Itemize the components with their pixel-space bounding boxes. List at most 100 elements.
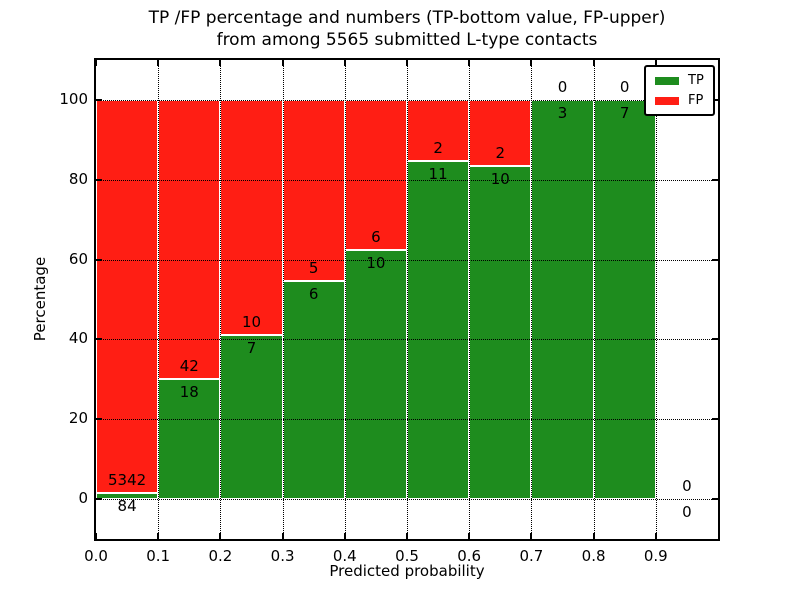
x-tick-label: 0.6 — [457, 547, 482, 565]
gridline-vertical — [158, 60, 160, 539]
annotation-fp-count: 0 — [619, 77, 630, 96]
x-tick-mark — [157, 533, 160, 539]
x-tick-label: 0.5 — [395, 547, 419, 565]
chart-title-line2: from among 5565 submitted L-type contact… — [216, 30, 598, 50]
gridline-vertical — [531, 60, 533, 539]
x-tick-mark — [530, 533, 533, 539]
gridline-vertical — [344, 60, 346, 539]
x-tick-mark — [157, 60, 160, 66]
y-tick-label: 20 — [68, 409, 88, 428]
x-tick-mark — [530, 60, 533, 66]
annotation-tp-count: 6 — [308, 285, 319, 304]
annotation-tp-count: 84 — [117, 496, 137, 515]
x-tick-label: 0.0 — [84, 547, 108, 565]
bar-segment-tp — [531, 99, 594, 500]
bar-segment-fp — [469, 99, 532, 167]
x-tick-mark — [281, 60, 284, 66]
x-tick-label: 0.2 — [208, 547, 233, 565]
y-tick-label: 100 — [59, 89, 88, 108]
x-tick-label: 0.9 — [643, 547, 668, 565]
chart-title-line1: TP /FP percentage and numbers (TP-bottom… — [148, 8, 666, 28]
annotation-tp-count: 10 — [366, 253, 386, 272]
legend-item-fp: FP — [655, 94, 704, 107]
x-tick-label: 0.1 — [146, 547, 171, 565]
annotation-fp-count: 42 — [179, 357, 199, 376]
chart-title: TP /FP percentage and numbers (TP-bottom… — [96, 7, 718, 51]
gridline-vertical — [407, 60, 408, 539]
annotation-fp-count: 0 — [557, 77, 568, 96]
annotation-fp-count: 5342 — [108, 470, 147, 489]
gridline-vertical — [593, 60, 595, 539]
x-tick-mark — [219, 60, 222, 66]
y-tick-mark — [712, 98, 718, 101]
x-tick-mark — [406, 533, 408, 539]
x-tick-mark — [343, 60, 346, 66]
x-tick-label: 0.7 — [519, 547, 544, 565]
x-tick-mark — [654, 533, 657, 539]
gridline-vertical — [469, 60, 471, 539]
y-tick-label: 80 — [68, 169, 88, 188]
y-tick-label: 40 — [68, 329, 88, 348]
annotation-tp-count: 0 — [682, 503, 692, 522]
x-tick-mark — [95, 533, 97, 539]
annotation-fp-count: 10 — [241, 312, 262, 331]
tp-color-swatch — [655, 76, 679, 85]
x-tick-mark — [281, 533, 284, 539]
y-tick-mark — [96, 418, 102, 421]
y-tick-mark — [712, 418, 718, 421]
x-tick-mark — [592, 60, 595, 66]
annotation-tp-count: 11 — [428, 165, 448, 184]
annotation-fp-count: 2 — [495, 144, 506, 163]
x-tick-mark — [468, 533, 471, 539]
y-tick-mark — [96, 498, 102, 501]
legend-item-tp: TP — [655, 74, 704, 87]
x-tick-mark — [654, 60, 657, 66]
y-tick-mark — [712, 498, 718, 501]
x-tick-mark — [95, 60, 97, 66]
annotation-fp-count: 2 — [433, 139, 443, 158]
bar-segment-fp — [220, 99, 283, 335]
fp-color-swatch — [655, 96, 679, 105]
annotation-tp-count: 7 — [246, 338, 257, 357]
bar-segment-tp — [469, 166, 532, 500]
bar-segment-fp — [282, 99, 345, 282]
y-tick-mark — [96, 178, 102, 181]
y-axis-label: Percentage — [31, 256, 49, 342]
x-tick-mark — [343, 533, 346, 539]
fp-legend-label: FP — [688, 93, 704, 108]
y-tick-mark — [712, 258, 718, 261]
y-tick-label: 60 — [68, 249, 88, 268]
legend: TP FP — [644, 65, 715, 116]
bar-segment-tp — [593, 99, 656, 500]
bar-segment-fp — [96, 99, 159, 493]
gridline-vertical — [655, 60, 657, 539]
y-tick-label: 0 — [78, 489, 88, 508]
y-tick-mark — [96, 258, 102, 261]
annotation-tp-count: 18 — [179, 383, 199, 402]
gridline-vertical — [282, 60, 284, 539]
annotation-tp-count: 7 — [619, 103, 630, 122]
bar-segment-tp — [220, 334, 283, 500]
x-tick-mark — [592, 533, 595, 539]
x-axis-label: Predicted probability — [329, 562, 485, 580]
bar-segment-tp — [407, 161, 470, 500]
x-tick-label: 0.8 — [581, 547, 606, 565]
annotation-fp-count: 6 — [371, 227, 381, 246]
y-tick-mark — [712, 178, 718, 181]
annotation-tp-count: 10 — [490, 170, 510, 189]
annotation-tp-count: 3 — [557, 103, 568, 122]
annotation-fp-count: 0 — [682, 477, 692, 496]
y-tick-mark — [712, 338, 718, 341]
bar-segment-tp — [282, 281, 345, 500]
plot-area: TP FP 5342 84 42 18 10 7 5 6 6 10 2 11 2 10 0 3 0 7 0 0 0 20 4… — [59, 58, 720, 565]
y-tick-mark — [96, 338, 102, 341]
annotation-fp-count: 5 — [308, 259, 319, 278]
x-tick-mark — [219, 533, 222, 539]
y-tick-mark — [96, 98, 102, 101]
bar-segment-tp — [96, 492, 159, 500]
gridline-vertical — [220, 60, 222, 539]
x-tick-label: 0.3 — [270, 547, 295, 565]
x-tick-mark — [406, 60, 408, 66]
x-tick-label: 0.4 — [332, 547, 357, 565]
